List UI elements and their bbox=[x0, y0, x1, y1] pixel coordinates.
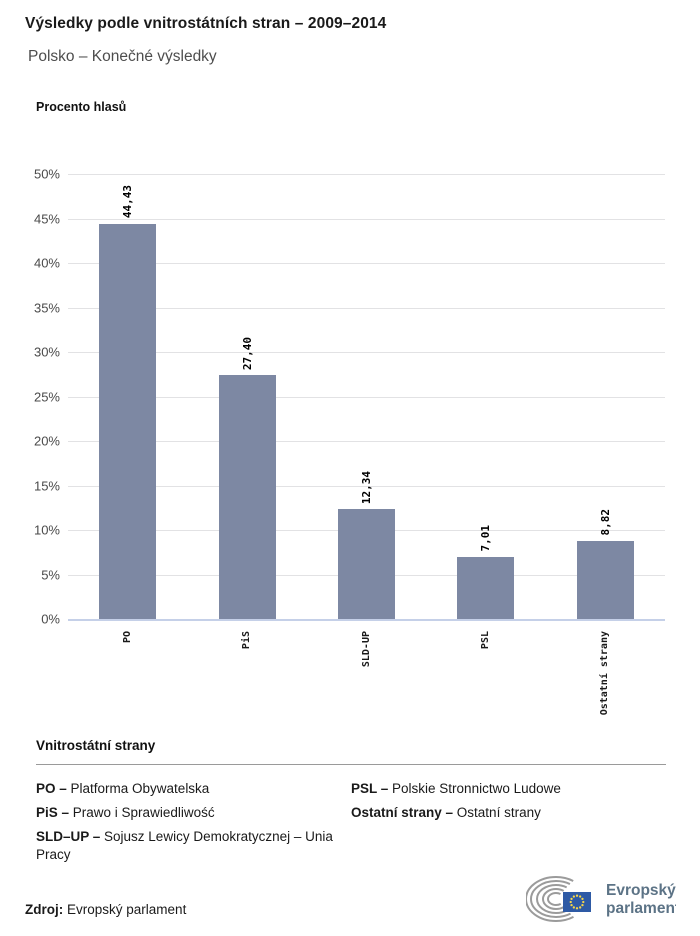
bar-value-label: 7,01 bbox=[479, 525, 493, 552]
source-label: Zdroj: bbox=[25, 902, 64, 917]
bar-group: 7,01 bbox=[426, 174, 545, 619]
legend-entry: Ostatní strany – Ostatní strany bbox=[351, 805, 541, 820]
legend-entry: PiS – Prawo i Sprawiedliwość bbox=[36, 805, 215, 820]
legend-heading: Vnitrostátní strany bbox=[36, 738, 156, 753]
y-tick-label: 0% bbox=[41, 611, 60, 627]
y-tick-label: 50% bbox=[33, 166, 60, 182]
bar[interactable] bbox=[338, 509, 396, 619]
gridline bbox=[68, 174, 665, 175]
y-tick-label: 25% bbox=[33, 389, 60, 404]
y-tick-label: 15% bbox=[33, 478, 60, 493]
plot-area: 44,43 27,40 12,34 7,01 8,82 bbox=[68, 174, 665, 621]
x-label-cell: SLD-UP bbox=[307, 621, 426, 721]
source-line: Zdroj: Evropský parlament bbox=[25, 902, 186, 917]
legend-entry: PSL – Polskie Stronnictwo Ludowe bbox=[351, 781, 561, 796]
bar-group: 44,43 bbox=[68, 174, 187, 619]
y-axis-labels: 50% 45% 40% 35% 30% 25% 20% 15% 10% 5% 0% bbox=[15, 167, 60, 627]
source-text: Evropský parlament bbox=[67, 902, 187, 917]
bar-value-label: 27,40 bbox=[240, 337, 254, 371]
legend-abbr: SLD–UP – bbox=[36, 829, 101, 844]
bars-row: 44,43 27,40 12,34 7,01 8,82 bbox=[68, 174, 665, 619]
page-title: Výsledky podle vnitrostátních stran – 20… bbox=[25, 15, 387, 32]
x-label-cell: Ostatní strany bbox=[546, 621, 665, 721]
european-parliament-logo: Evropský parlament bbox=[526, 876, 676, 922]
gridline bbox=[68, 218, 665, 220]
legend-entry: SLD–UP – Sojusz Lewicy Demokratycznej – … bbox=[36, 829, 333, 862]
x-axis-label: PSL bbox=[479, 631, 491, 650]
bar[interactable] bbox=[576, 540, 634, 619]
y-tick-label: 30% bbox=[33, 344, 60, 360]
logo-text-line1: Evropský bbox=[606, 882, 676, 899]
legend-abbr: PSL – bbox=[351, 781, 389, 796]
gridline bbox=[68, 396, 665, 398]
y-tick-label: 5% bbox=[41, 567, 60, 582]
gridline bbox=[68, 441, 665, 442]
bar-value-label: 8,82 bbox=[598, 509, 612, 536]
x-label-cell: PO bbox=[68, 621, 187, 721]
x-axis-line bbox=[68, 619, 665, 621]
y-tick-label: 10% bbox=[33, 522, 60, 538]
x-axis-labels: PO PiS SLD-UP PSL Ostatní strany bbox=[68, 621, 665, 721]
legend-column: PSL – Polskie Stronnictwo Ludowe Ostatní … bbox=[351, 780, 666, 870]
legend: PO – Platforma Obywatelska PiS – Prawo i … bbox=[36, 780, 666, 870]
logo-text-line2: parlament bbox=[606, 900, 676, 917]
eu-stars bbox=[569, 894, 585, 910]
hemicycle-icon bbox=[526, 876, 587, 922]
y-tick-label: 45% bbox=[33, 211, 60, 226]
x-label-cell: PSL bbox=[426, 621, 545, 721]
x-axis-label: SLD-UP bbox=[360, 631, 372, 668]
y-axis-title: Procento hlasů bbox=[36, 100, 127, 114]
gridline bbox=[68, 352, 665, 353]
x-axis-label: Ostatní strany bbox=[599, 631, 611, 716]
y-tick-label: 40% bbox=[33, 255, 60, 271]
y-tick-label: 20% bbox=[33, 433, 60, 449]
legend-column: PO – Platforma Obywatelska PiS – Prawo i … bbox=[36, 780, 351, 870]
gridline bbox=[68, 307, 665, 309]
legend-divider bbox=[36, 764, 666, 765]
x-label-cell: PiS bbox=[187, 621, 306, 721]
y-tick-label: 35% bbox=[33, 300, 60, 315]
eu-flag bbox=[563, 892, 591, 912]
gridline bbox=[68, 485, 665, 487]
bar[interactable] bbox=[457, 556, 515, 619]
page-subtitle: Polsko – Konečné výsledky bbox=[28, 48, 217, 65]
legend-abbr: Ostatní strany – bbox=[351, 805, 454, 820]
bar[interactable] bbox=[99, 223, 157, 619]
gridline bbox=[68, 263, 665, 264]
x-axis-label: PO bbox=[121, 631, 133, 644]
bar-group: 12,34 bbox=[307, 174, 426, 619]
legend-abbr: PiS – bbox=[36, 805, 70, 820]
bar-value-label: 12,34 bbox=[360, 471, 374, 505]
bar-group: 27,40 bbox=[187, 174, 306, 619]
legend-entry: PO – Platforma Obywatelska bbox=[36, 781, 210, 796]
bar-group: 8,82 bbox=[546, 174, 665, 619]
bar[interactable] bbox=[218, 375, 276, 619]
legend-abbr: PO – bbox=[36, 781, 67, 796]
bar-value-label: 44,43 bbox=[121, 185, 135, 219]
x-axis-label: PiS bbox=[241, 631, 253, 650]
